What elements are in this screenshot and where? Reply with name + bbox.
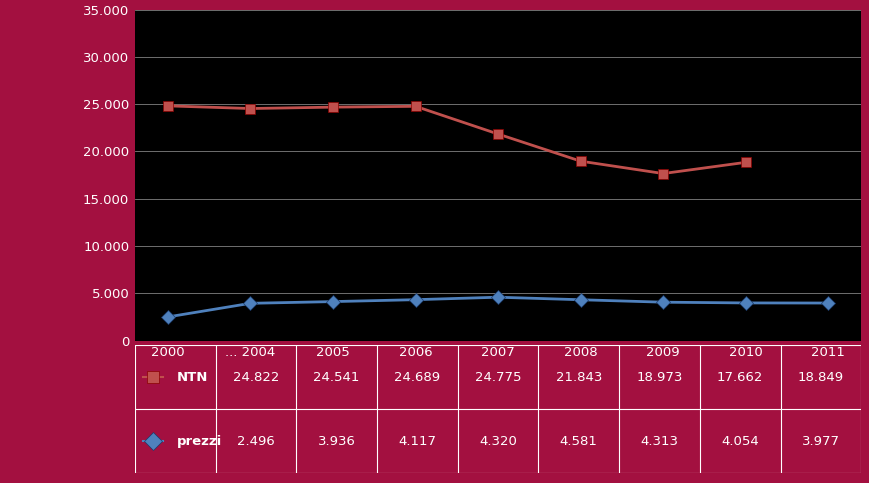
Text: 4.320: 4.320 xyxy=(479,435,516,448)
Text: prezzi: prezzi xyxy=(176,435,222,448)
Text: 24.541: 24.541 xyxy=(313,371,360,384)
Text: 4.054: 4.054 xyxy=(720,435,759,448)
Text: 18.849: 18.849 xyxy=(797,371,843,384)
Text: 2.496: 2.496 xyxy=(236,435,275,448)
Text: 18.973: 18.973 xyxy=(635,371,682,384)
Text: 24.689: 24.689 xyxy=(394,371,440,384)
Text: 4.581: 4.581 xyxy=(560,435,597,448)
Text: 21.843: 21.843 xyxy=(555,371,601,384)
Text: 4.117: 4.117 xyxy=(398,435,436,448)
Text: NTN: NTN xyxy=(176,371,208,384)
Text: 24.775: 24.775 xyxy=(474,371,521,384)
Text: 17.662: 17.662 xyxy=(716,371,762,384)
Text: 3.936: 3.936 xyxy=(317,435,355,448)
Text: 4.313: 4.313 xyxy=(640,435,678,448)
Text: 3.977: 3.977 xyxy=(801,435,839,448)
Text: 24.822: 24.822 xyxy=(233,371,279,384)
